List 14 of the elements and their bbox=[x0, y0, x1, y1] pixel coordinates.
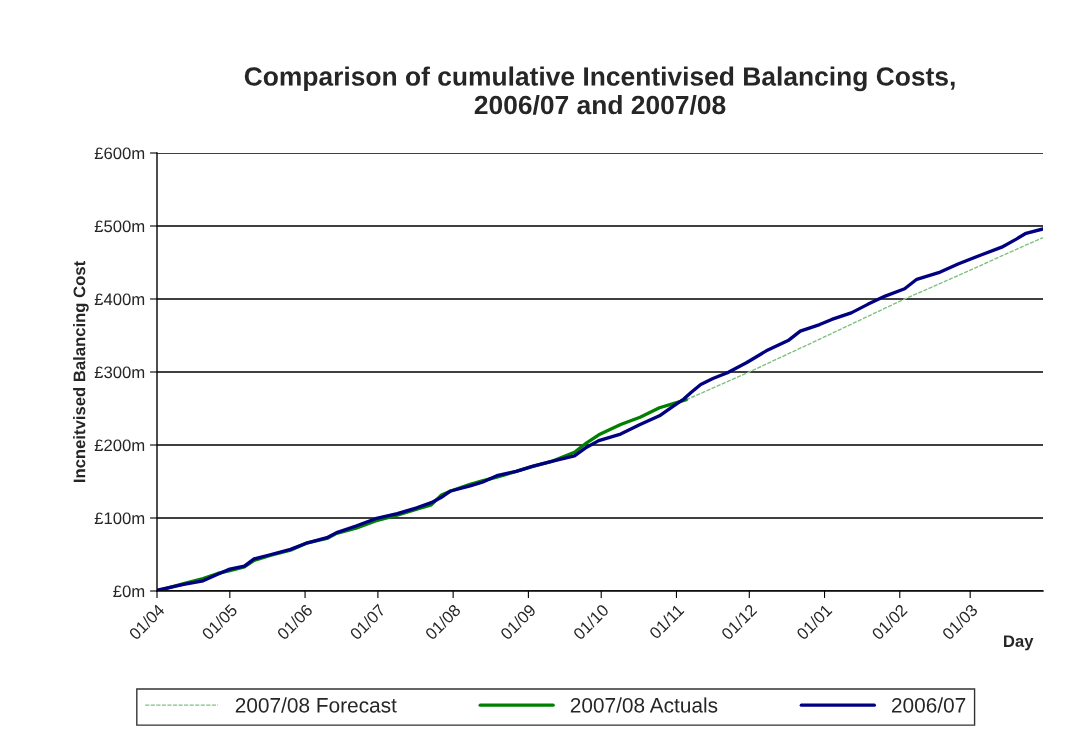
legend-label: 2006/07 bbox=[892, 697, 966, 713]
y-tick-label: £500m bbox=[94, 220, 145, 233]
line-series bbox=[685, 236, 1043, 401]
y-tick-label: £400m bbox=[94, 293, 145, 306]
y-tick-label: £600m bbox=[94, 147, 145, 160]
y-tick-label: £300m bbox=[94, 366, 145, 379]
chart-title: Comparison of cumulative Incentivised Balancing Costs, 2006/07 and 2007/08 bbox=[244, 66, 955, 115]
y-axis-title: Incneitvised Balancing Cost bbox=[73, 261, 89, 483]
y-tick-label: £100m bbox=[94, 512, 145, 525]
y-tick-label: £0m bbox=[113, 585, 145, 598]
x-axis-title: Day bbox=[1004, 635, 1034, 651]
legend-label: 2007/08 Forecast bbox=[235, 697, 397, 713]
legend-label: 2007/08 Actuals bbox=[570, 697, 718, 713]
y-tick-label: £200m bbox=[94, 439, 145, 452]
